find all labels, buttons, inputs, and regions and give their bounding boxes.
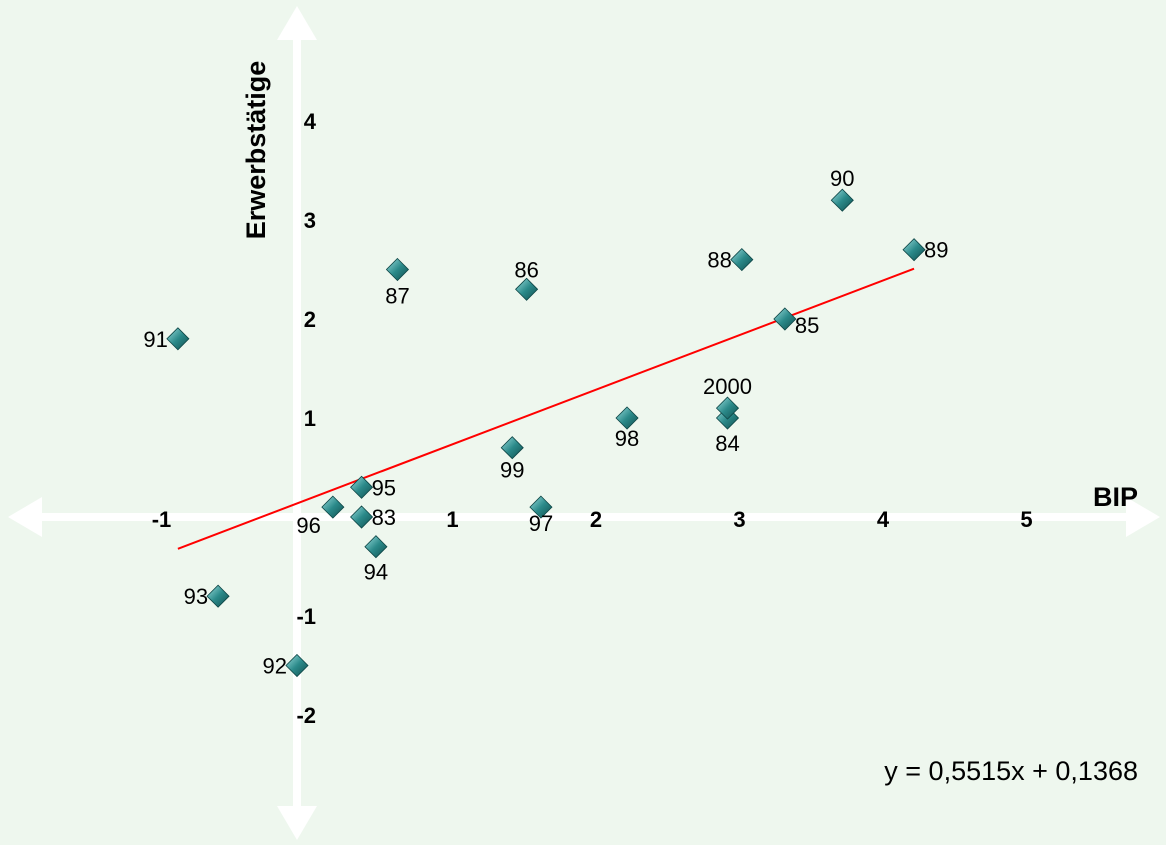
y-axis-arrow-bottom — [277, 806, 317, 840]
x-axis — [8, 497, 1160, 537]
y-axis-line — [293, 38, 301, 808]
y-tick-label: -1 — [296, 604, 316, 629]
data-point-label: 93 — [184, 584, 208, 609]
data-point — [500, 436, 524, 460]
y-axis — [277, 6, 317, 840]
data-point — [321, 495, 345, 519]
y-axis-label: Erwerbstätige — [241, 61, 271, 240]
trendline-equation: y = 0,5515x + 0,1368 — [884, 756, 1138, 786]
x-tick-label: 2 — [590, 507, 602, 532]
y-axis-arrow-top — [277, 6, 317, 40]
data-point — [515, 277, 539, 301]
data-point-label: 91 — [143, 327, 167, 352]
y-tick-label: -2 — [296, 703, 316, 728]
data-point-label: 85 — [795, 313, 819, 338]
x-tick-label: 4 — [877, 507, 890, 532]
data-point-label: 83 — [372, 505, 396, 530]
data-point — [350, 505, 374, 529]
y-tick-label: 3 — [304, 208, 316, 233]
data-point-label: 86 — [514, 257, 538, 282]
data-point — [529, 495, 553, 519]
data-point-label: 84 — [715, 431, 739, 456]
x-tick-label: -1 — [152, 507, 172, 532]
x-axis-label: BIP — [1093, 482, 1138, 512]
data-point-label: 88 — [707, 248, 731, 273]
data-point-label: 97 — [529, 511, 553, 536]
data-point — [206, 584, 230, 608]
data-point-label: 99 — [500, 458, 524, 483]
data-point — [730, 248, 754, 272]
data-point-label: 90 — [830, 166, 854, 191]
data-point — [385, 257, 410, 282]
data-point-label: 94 — [364, 560, 388, 585]
y-tick-label: 1 — [304, 406, 316, 431]
data-point-label: 87 — [385, 284, 409, 309]
y-tick-label: 2 — [304, 307, 316, 332]
data-point — [350, 475, 374, 499]
data-point — [773, 307, 797, 331]
data-point-label: 95 — [372, 475, 396, 500]
data-point-label: 98 — [615, 426, 639, 451]
x-axis-ticks: -1 1 2 3 4 5 — [152, 507, 1033, 532]
y-tick-label: 4 — [304, 109, 317, 134]
data-point-label: 92 — [263, 654, 287, 679]
data-point — [285, 653, 309, 678]
y-axis-ticks: 4 3 2 1 -1 -2 — [296, 109, 316, 728]
data-point — [715, 396, 740, 420]
x-tick-label: 1 — [446, 507, 458, 532]
data-point — [615, 406, 639, 430]
data-point — [902, 238, 926, 262]
x-tick-label: 3 — [733, 507, 745, 532]
data-points: 83 84 85 86 87 88 89 90 91 92 93 94 95 96 97 98 99 2000 — [143, 166, 948, 678]
x-tick-label: 5 — [1020, 507, 1032, 532]
data-point — [364, 535, 388, 559]
data-point — [166, 327, 190, 351]
data-point-label: 2000 — [703, 374, 752, 399]
x-axis-arrow-left — [8, 497, 42, 537]
x-axis-line — [40, 513, 1130, 521]
data-point-label: 96 — [296, 513, 320, 538]
data-point-label: 89 — [924, 238, 948, 263]
x-axis-arrow-right — [1126, 497, 1160, 537]
data-point — [830, 188, 854, 212]
